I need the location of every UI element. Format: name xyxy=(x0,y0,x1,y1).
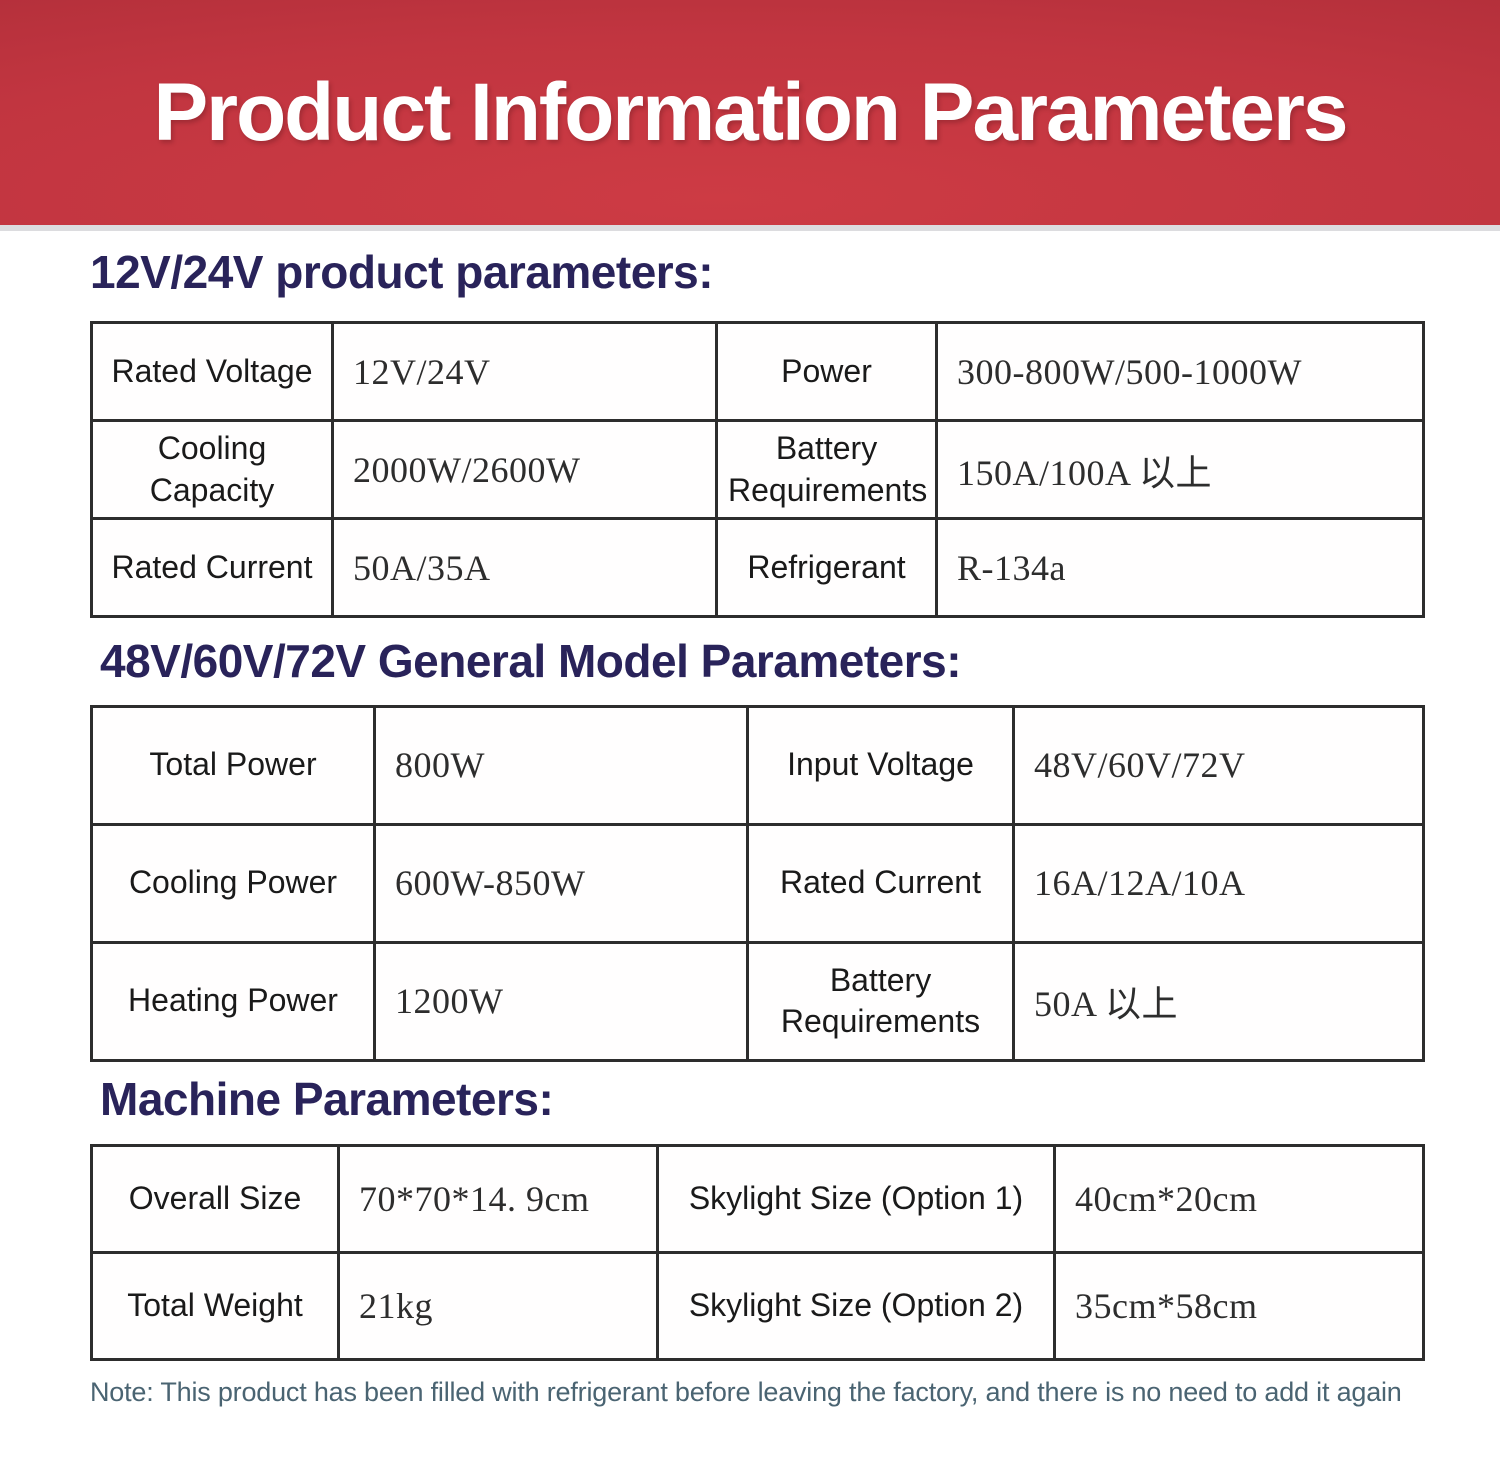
header-banner: Product Information Parameters xyxy=(0,0,1500,231)
param-label: Cooling Capacity xyxy=(90,419,334,521)
param-value: 16A/12A/10A xyxy=(1012,822,1425,944)
table-row: Cooling Capacity 2000W/2600W Battery Req… xyxy=(90,419,1425,521)
table-row: Rated Voltage 12V/24V Power 300-800W/500… xyxy=(90,321,1425,423)
param-label: Refrigerant xyxy=(715,517,938,619)
param-label: Skylight Size (Option 2) xyxy=(656,1250,1056,1361)
param-value: 40cm*20cm xyxy=(1053,1143,1425,1254)
param-label: Heating Power xyxy=(90,940,376,1062)
param-value: 300-800W/500-1000W xyxy=(935,321,1425,423)
param-label: Rated Voltage xyxy=(90,321,334,423)
section-heading-48v-60v-72v: 48V/60V/72V General Model Parameters: xyxy=(100,635,962,688)
table-12v-24v-parameters: Rated Voltage 12V/24V Power 300-800W/500… xyxy=(90,321,1425,619)
param-label: Skylight Size (Option 1) xyxy=(656,1143,1056,1254)
param-value: 800W xyxy=(373,704,749,826)
param-value: 600W-850W xyxy=(373,822,749,944)
param-label: Battery Requirements xyxy=(746,940,1015,1062)
page-title: Product Information Parameters xyxy=(153,66,1348,158)
param-label: Overall Size xyxy=(90,1143,340,1254)
table-machine-parameters: Overall Size 70*70*14. 9cm Skylight Size… xyxy=(90,1143,1425,1361)
page-content: 12V/24V product parameters: Rated Voltag… xyxy=(0,245,1500,1408)
table-row: Total Power 800W Input Voltage 48V/60V/7… xyxy=(90,704,1425,826)
section-heading-12v-24v: 12V/24V product parameters: xyxy=(90,246,714,298)
param-value: 50A 以上 xyxy=(1012,940,1425,1062)
param-value: 35cm*58cm xyxy=(1053,1250,1425,1361)
section-heading-machine: Machine Parameters: xyxy=(100,1072,554,1125)
footer-note: Note: This product has been filled with … xyxy=(90,1376,1402,1407)
param-value: R-134a xyxy=(935,517,1425,619)
param-label: Power xyxy=(715,321,938,423)
table-row: Heating Power 1200W Battery Requirements… xyxy=(90,940,1425,1062)
param-label: Total Weight xyxy=(90,1250,340,1361)
param-value: 21kg xyxy=(337,1250,659,1361)
table-row: Total Weight 21kg Skylight Size (Option … xyxy=(90,1250,1425,1361)
table-row: Cooling Power 600W-850W Rated Current 16… xyxy=(90,822,1425,944)
param-label: Rated Current xyxy=(746,822,1015,944)
param-value: 12V/24V xyxy=(331,321,718,423)
table-row: Rated Current 50A/35A Refrigerant R-134a xyxy=(90,517,1425,619)
param-value: 2000W/2600W xyxy=(331,419,718,521)
param-label: Battery Requirements xyxy=(715,419,938,521)
param-label: Input Voltage xyxy=(746,704,1015,826)
table-row: Overall Size 70*70*14. 9cm Skylight Size… xyxy=(90,1143,1425,1254)
param-value: 50A/35A xyxy=(331,517,718,619)
param-label: Cooling Power xyxy=(90,822,376,944)
param-label: Total Power xyxy=(90,704,376,826)
param-value: 48V/60V/72V xyxy=(1012,704,1425,826)
table-general-model-parameters: Total Power 800W Input Voltage 48V/60V/7… xyxy=(90,704,1425,1062)
param-value: 70*70*14. 9cm xyxy=(337,1143,659,1254)
param-value: 1200W xyxy=(373,940,749,1062)
param-value: 150A/100A 以上 xyxy=(935,419,1425,521)
param-label: Rated Current xyxy=(90,517,334,619)
